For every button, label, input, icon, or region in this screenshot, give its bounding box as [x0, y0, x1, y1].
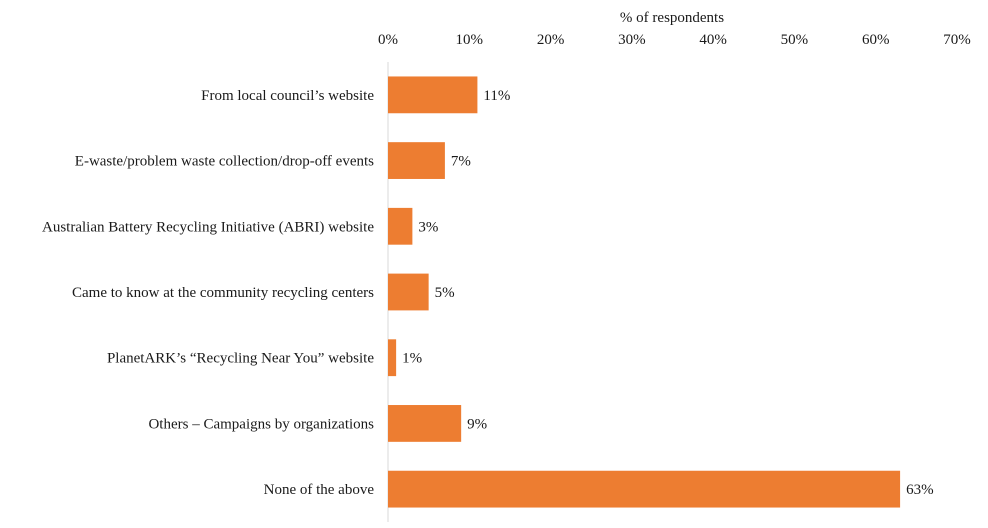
x-axis-title: % of respondents — [620, 10, 724, 26]
x-tick-labels: 0% 10% 20% 30% 40% 50% 60% 70% — [378, 32, 971, 48]
bars — [388, 76, 901, 508]
data-label: 3% — [418, 219, 438, 235]
category-label: From local council’s website — [201, 88, 374, 104]
data-label: 7% — [451, 154, 471, 170]
bar — [388, 470, 901, 508]
data-label: 1% — [402, 351, 422, 367]
x-tick-label: 70% — [943, 32, 971, 48]
data-label: 11% — [483, 88, 510, 104]
x-tick-label: 10% — [456, 32, 484, 48]
data-label: 9% — [467, 416, 487, 432]
category-label: Came to know at the community recycling … — [72, 285, 374, 301]
category-label: E-waste/problem waste collection/drop-of… — [75, 154, 374, 170]
x-tick-label: 0% — [378, 32, 398, 48]
x-tick-label: 50% — [781, 32, 809, 48]
bar — [388, 405, 462, 442]
bar — [388, 207, 413, 245]
x-tick-label: 30% — [618, 32, 646, 48]
x-tick-label: 40% — [699, 32, 727, 48]
bar — [388, 339, 397, 377]
bar — [388, 142, 445, 179]
category-labels: From local council’s website E-waste/prob… — [42, 88, 374, 498]
category-label: Others – Campaigns by organizations — [148, 416, 374, 432]
data-label: 5% — [435, 285, 455, 301]
data-label: 63% — [906, 482, 934, 498]
bar — [388, 76, 478, 114]
category-label: Australian Battery Recycling Initiative … — [42, 219, 374, 235]
x-tick-label: 60% — [862, 32, 890, 48]
category-label: PlanetARK’s “Recycling Near You” website — [107, 351, 374, 367]
x-tick-label: 20% — [537, 32, 565, 48]
data-labels: 11% 7% 3% 5% 1% 9% 63% — [402, 88, 933, 498]
category-label: None of the above — [264, 482, 375, 498]
bar — [388, 273, 429, 311]
